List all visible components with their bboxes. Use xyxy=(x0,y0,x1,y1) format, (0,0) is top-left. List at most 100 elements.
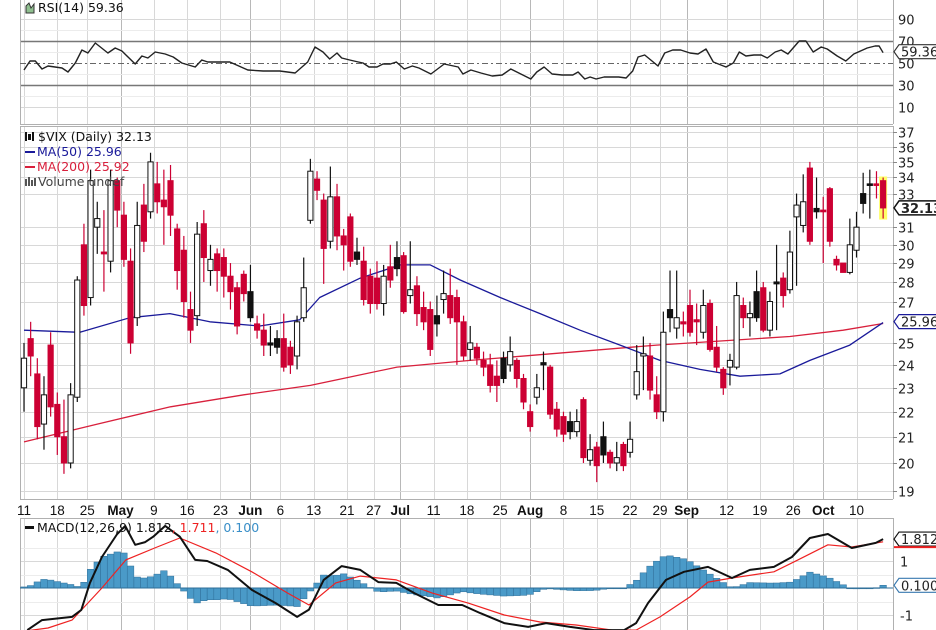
candle-body xyxy=(267,342,274,346)
macd-value-tag: 1.812 xyxy=(893,531,936,548)
histogram-bar xyxy=(646,565,654,589)
candle xyxy=(507,336,514,372)
candle xyxy=(320,193,327,284)
histogram-value-tag: 0.100 xyxy=(893,577,936,594)
macd-swatch xyxy=(25,526,34,529)
histogram-bar xyxy=(220,587,228,600)
candle-body xyxy=(340,235,347,246)
candle xyxy=(866,169,873,219)
candle-body xyxy=(347,216,354,262)
candle-body xyxy=(587,449,594,461)
candle xyxy=(300,257,307,322)
candle-body xyxy=(227,275,234,293)
candle-body xyxy=(560,416,567,435)
date-tick-label: 10 xyxy=(849,503,864,518)
candle xyxy=(360,246,367,306)
candle-body xyxy=(40,394,48,425)
candle xyxy=(67,383,74,469)
candle-body xyxy=(686,305,694,333)
candle xyxy=(833,255,840,271)
candle-body xyxy=(846,244,853,273)
candle xyxy=(873,171,880,199)
ma200-legend-text: MA(200) 25.92 xyxy=(37,159,130,174)
histogram-bar xyxy=(819,575,827,589)
date-tick-label: 9 xyxy=(150,503,158,518)
date-tick-label: 11 xyxy=(427,503,441,518)
candle xyxy=(167,164,174,236)
histogram-bar xyxy=(446,587,454,596)
candle-body xyxy=(700,305,707,333)
candle-body xyxy=(473,346,480,359)
candle xyxy=(820,196,827,264)
candle xyxy=(54,392,61,455)
candle-body xyxy=(726,359,734,368)
candle-body xyxy=(786,251,793,291)
candle xyxy=(740,297,747,329)
candle-body xyxy=(293,321,301,357)
candle-body xyxy=(247,291,254,319)
macd-panel xyxy=(20,524,893,630)
candle-body xyxy=(766,301,774,331)
candle-body xyxy=(800,201,807,226)
candle xyxy=(633,345,640,400)
candle-body xyxy=(47,344,54,408)
candle-body xyxy=(107,180,114,262)
price-tick-label: 35 xyxy=(898,157,915,172)
candle-body xyxy=(660,331,667,413)
candle-body xyxy=(87,180,94,299)
candle xyxy=(606,449,614,469)
candle xyxy=(527,404,534,432)
candle xyxy=(74,276,81,402)
price-tick-label: 19 xyxy=(898,486,915,501)
candle-body xyxy=(760,287,767,331)
candle-body xyxy=(134,224,141,319)
candle-body xyxy=(507,351,514,366)
candle-body xyxy=(80,244,88,307)
candle xyxy=(826,187,833,247)
candle xyxy=(500,351,507,384)
histogram-bar xyxy=(107,553,115,589)
histogram-bar xyxy=(193,587,201,604)
candle-body xyxy=(407,289,414,297)
rsi-value-tag: 59.36 xyxy=(893,44,936,61)
candle-body xyxy=(180,249,187,303)
histogram-bar xyxy=(766,582,774,589)
candle xyxy=(134,201,141,326)
histogram-bar xyxy=(533,587,541,592)
histogram-bar xyxy=(832,581,841,589)
ma50-value-tag: 25.96 xyxy=(893,314,936,331)
date-tick-label: 22 xyxy=(623,503,638,518)
histogram-bar xyxy=(639,572,647,589)
candle xyxy=(786,230,793,294)
histogram-bar xyxy=(133,576,141,589)
volume-bars-icon xyxy=(25,177,36,186)
candle xyxy=(447,268,454,324)
date-tick-label: 25 xyxy=(80,503,95,518)
date-tick-label: 29 xyxy=(653,503,668,518)
candle xyxy=(254,315,261,339)
date-tick-label: May xyxy=(107,503,134,518)
price-value-tag: 32.13 xyxy=(893,200,936,217)
candle-body xyxy=(600,436,607,456)
histogram-bar xyxy=(826,577,834,589)
date-tick-label: 12 xyxy=(719,503,734,518)
candle-body xyxy=(500,357,507,380)
candle xyxy=(766,291,774,337)
candle xyxy=(593,441,600,483)
histogram-bar xyxy=(186,587,195,599)
candle xyxy=(327,166,334,249)
candle-body xyxy=(54,403,61,438)
histogram-bar xyxy=(739,584,747,589)
histogram-bar xyxy=(266,587,274,606)
candle xyxy=(273,330,281,354)
candle-body xyxy=(287,346,294,366)
candle-body xyxy=(866,183,873,186)
histogram-bar xyxy=(466,587,474,594)
candle xyxy=(280,313,287,372)
candle-body xyxy=(653,394,660,413)
candle xyxy=(47,332,54,417)
ma50-line xyxy=(23,264,884,377)
histogram-bar xyxy=(812,573,821,589)
candle-body xyxy=(174,228,181,272)
